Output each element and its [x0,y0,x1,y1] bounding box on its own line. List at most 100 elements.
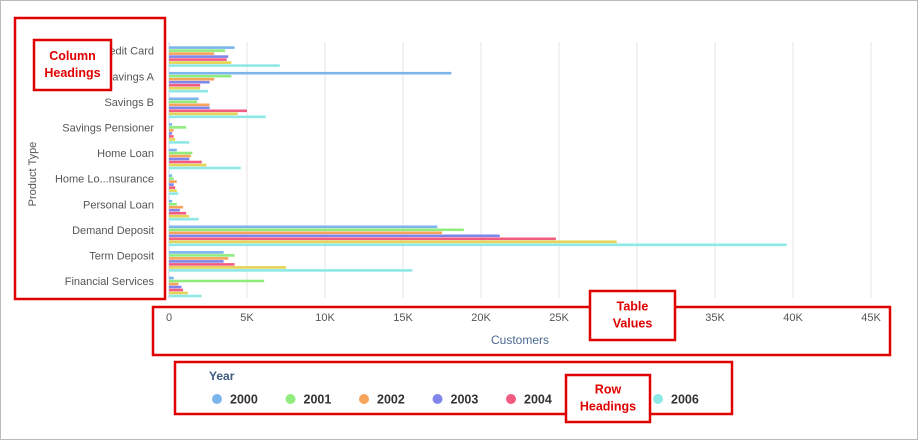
x-tick-label: 15K [393,312,413,324]
bar [169,180,177,183]
bar [169,183,174,186]
bar [169,112,238,116]
bar [169,189,177,192]
bar [169,231,442,235]
bar [169,260,224,263]
bar [169,74,232,78]
legend-label: 2004 [524,392,552,406]
y-tick-label: Savings Pensioner [62,123,154,135]
y-tick-label: Home Lo...nsurance [55,174,154,186]
bar [169,52,215,55]
bar [169,106,210,110]
x-tick-label: 10K [315,312,335,324]
annotation-box [173,360,734,416]
bar [169,64,280,67]
bar [169,129,174,132]
annotations: Column Headings Table Values Row Headings [13,16,892,424]
legend-marker [432,394,443,404]
bar [169,154,191,158]
annotation-text: Table [617,299,649,313]
legend-label: 2006 [671,392,699,406]
y-tick-label: Personal Loan [83,199,154,211]
bar [169,237,556,241]
legend-marker [359,394,369,404]
bar [169,225,438,229]
bar [169,135,174,138]
bar [169,160,202,164]
bar [169,103,210,107]
x-tick-label: 35K [705,312,725,324]
bar [169,97,199,101]
legend-title: Year [209,369,235,383]
bar [169,282,179,286]
bar [169,266,286,269]
bar [169,186,176,189]
x-axis-title: Customers [491,333,549,347]
annotation-text: Headings [44,66,100,80]
bar [169,166,241,170]
y-tick-label: Demand Deposit [72,225,154,237]
bar [169,234,500,238]
annotation-text: Row [595,382,622,396]
bar [169,214,190,218]
y-tick-label: Savings A [105,71,155,83]
annotation-box [151,305,892,357]
y-tick-label: Savings B [104,97,154,109]
y-tick-label: Term Deposit [89,251,154,263]
annotation-box [13,16,167,301]
legend-marker [212,394,222,404]
y-axis-title: Product Type [27,142,39,207]
bar [169,285,182,289]
bar [169,202,177,206]
bar [169,192,179,195]
bar [169,174,173,177]
bar [169,89,208,93]
bar [169,211,187,215]
bar [169,132,173,135]
bar [169,109,247,113]
bar [169,83,201,87]
bar [169,86,201,90]
y-tick-label: Home Loan [97,148,154,160]
bar [169,269,413,272]
bar [169,279,265,283]
bar [169,243,787,247]
legend-label: 2002 [377,392,405,406]
bar [169,263,235,266]
annotation-label-box [588,289,677,342]
annotation-text: Column [49,49,96,63]
bar [169,77,215,81]
annotation-text: Headings [580,399,636,413]
bar [169,151,193,155]
annotation-label-box [32,38,113,92]
bar [169,49,226,52]
bar [169,100,198,104]
x-tick-label: 5K [240,312,254,324]
bar [169,291,188,295]
bar [169,288,184,292]
y-tick-label: Financial Services [65,276,155,288]
bar [169,240,617,244]
bar [169,46,235,49]
x-tick-label: 0 [166,312,172,324]
bar [169,115,266,119]
bar [169,163,207,167]
bar [169,276,174,280]
bar [169,141,190,144]
legend-label: 2000 [230,392,258,406]
legend-marker [285,394,296,404]
legend-marker [653,394,663,404]
bar [169,55,229,58]
bar [169,208,180,212]
x-tick-label: 20K [471,312,491,324]
bar [169,294,202,298]
bar [169,205,184,209]
bar [169,148,177,152]
bar [169,254,235,257]
legend-label: 2003 [451,392,479,406]
bar [169,80,210,84]
bar [169,228,464,232]
bar [169,61,232,64]
